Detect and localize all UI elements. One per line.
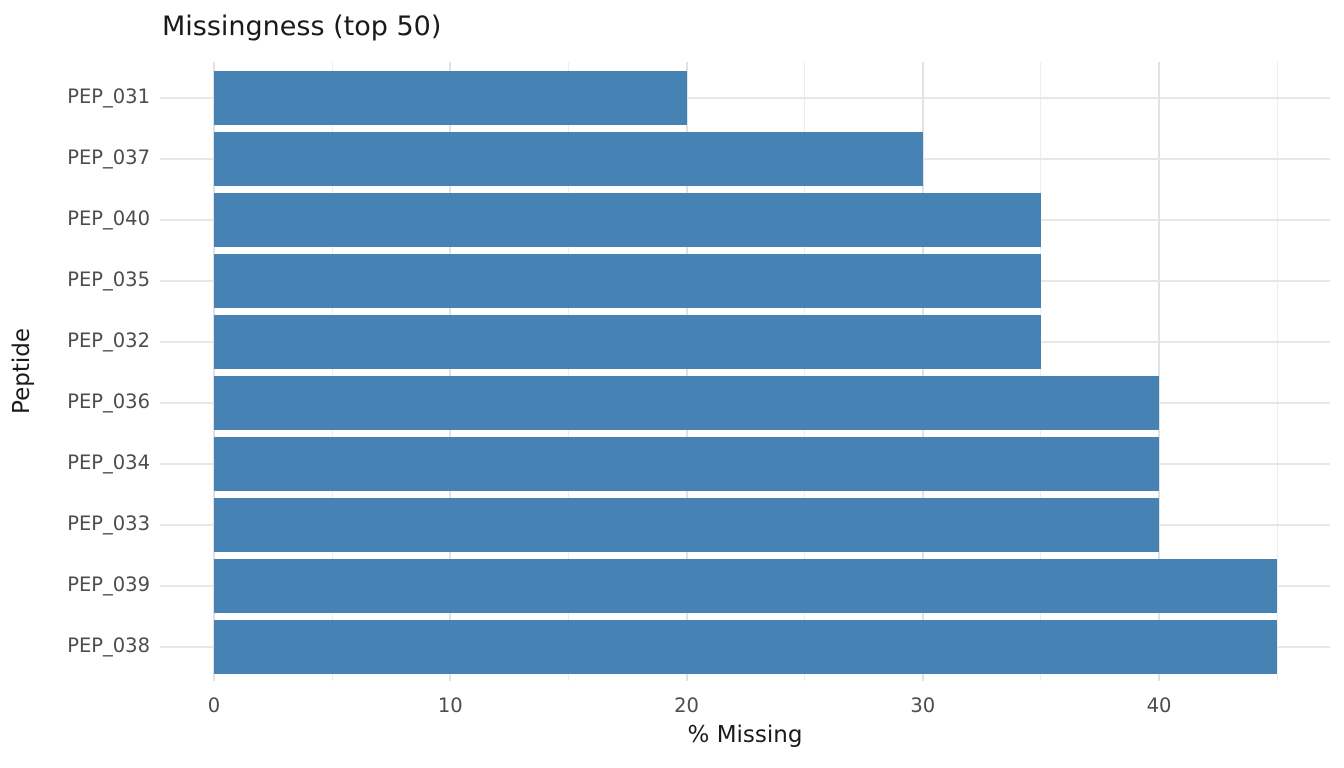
x-tick-label: 20	[674, 694, 699, 717]
x-minor-gridline	[567, 62, 569, 681]
plot-panel	[160, 62, 1330, 681]
y-axis-title: Peptide	[9, 328, 35, 414]
bar-PEP_031	[214, 71, 687, 125]
bar-PEP_035	[214, 254, 1041, 308]
y-tick-label: PEP_032	[67, 329, 150, 352]
x-tick-label: 10	[437, 694, 463, 717]
x-tick-label: 30	[910, 694, 936, 717]
chart-title: Missingness (top 50)	[162, 11, 442, 42]
y-tick-label: PEP_040	[67, 207, 150, 230]
x-minor-gridline	[1276, 62, 1278, 681]
x-major-gridline	[449, 62, 452, 681]
bar-PEP_039	[214, 559, 1278, 613]
bar-PEP_040	[214, 193, 1041, 247]
bar-PEP_034	[214, 437, 1159, 491]
y-major-gridline	[160, 97, 1330, 99]
y-tick-label: PEP_034	[67, 451, 150, 474]
x-minor-gridline	[331, 62, 333, 681]
x-minor-gridline	[804, 62, 806, 681]
x-axis-title: % Missing	[687, 722, 803, 748]
x-minor-gridline	[1040, 62, 1042, 681]
bar-PEP_037	[214, 132, 923, 186]
bar-PEP_032	[214, 315, 1041, 369]
y-tick-label: PEP_033	[67, 512, 150, 535]
bar-PEP_036	[214, 376, 1159, 430]
bar-PEP_038	[214, 620, 1278, 674]
y-tick-label: PEP_035	[67, 268, 150, 291]
x-major-gridline	[685, 62, 688, 681]
x-major-gridline	[213, 62, 215, 681]
x-major-gridline	[1158, 62, 1160, 681]
y-tick-label: PEP_038	[67, 634, 150, 657]
y-tick-label: PEP_036	[67, 390, 150, 413]
x-tick-label: 0	[207, 694, 221, 717]
y-tick-label: PEP_039	[67, 573, 150, 596]
bar-PEP_033	[214, 498, 1159, 552]
y-tick-label: PEP_037	[67, 146, 150, 169]
y-tick-label: PEP_031	[67, 85, 150, 108]
x-tick-label: 40	[1146, 694, 1172, 717]
x-major-gridline	[921, 62, 924, 681]
